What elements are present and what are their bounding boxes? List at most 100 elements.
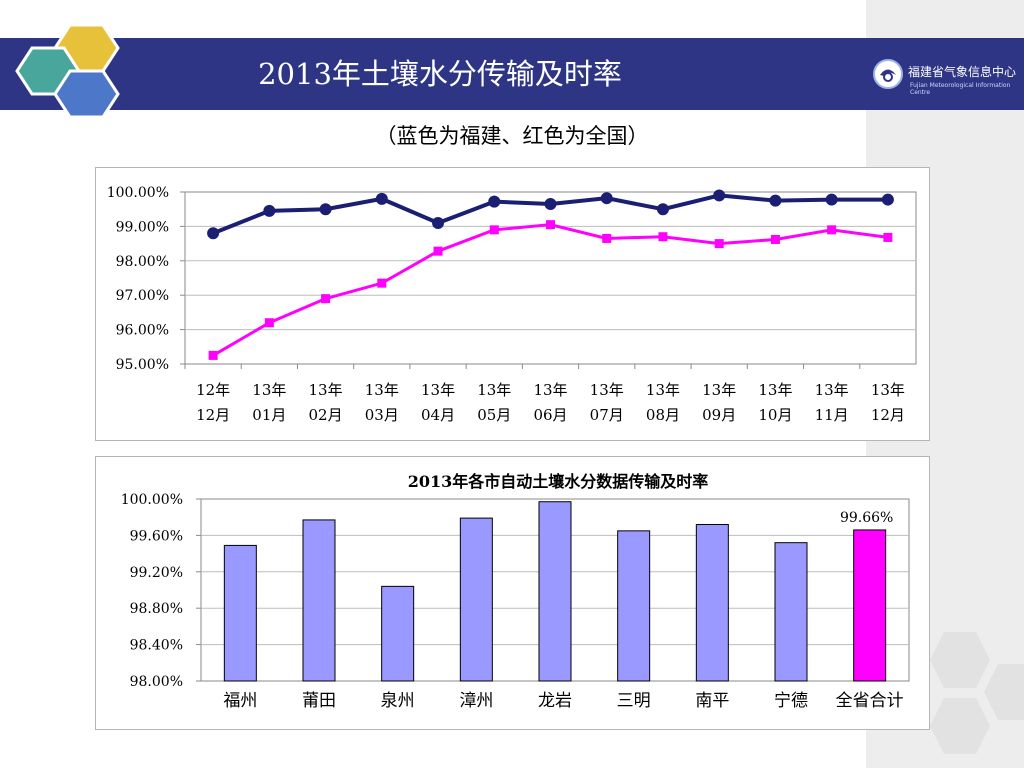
- line-x-tick-label-year: 13年: [702, 381, 736, 399]
- line-point-series-2: [321, 294, 331, 304]
- line-y-tick-label: 98.00%: [116, 254, 169, 270]
- line-x-tick-label-year: 13年: [871, 381, 905, 399]
- logo-emblem-icon: [873, 59, 903, 89]
- line-x-tick-label-month: 08月: [646, 406, 680, 424]
- line-point-series-2: [208, 350, 218, 360]
- line-x-tick-label-month: 12月: [196, 406, 230, 424]
- line-point-series-1: [600, 192, 613, 205]
- line-point-series-2: [489, 225, 499, 235]
- line-x-tick-label: 13年 03月: [365, 381, 399, 424]
- line-x-tick-label-month: 04月: [421, 406, 455, 424]
- line-x-tick-label: 13年 01月: [252, 381, 286, 424]
- line-x-tick-label: 13年 08月: [646, 381, 680, 424]
- line-point-series-1: [656, 203, 669, 216]
- bar-category-label: 泉州: [381, 691, 415, 711]
- line-point-series-1: [713, 189, 726, 202]
- line-x-tick-label: 13年 10月: [758, 381, 792, 424]
- line-y-tick-label: 97.00%: [116, 288, 169, 304]
- bar-y-tick-label: 99.60%: [130, 528, 183, 544]
- line-x-tick-label-year: 13年: [646, 381, 680, 399]
- line-y-tick-label: 99.00%: [116, 219, 169, 235]
- bar-chart-title: 2013年各市自动土壤水分数据传输及时率: [408, 472, 709, 491]
- bar-chart: 2013年各市自动土壤水分数据传输及时率 100.00% 99.60% 99.20% 9…: [121, 472, 910, 711]
- line-x-tick-label: 13年 09月: [702, 381, 736, 424]
- line-x-tick-label: 13年 07月: [590, 381, 624, 424]
- line-x-tick-label-month: 07月: [590, 406, 624, 424]
- line-x-tick-label-year: 13年: [421, 381, 455, 399]
- bar: [853, 529, 887, 682]
- line-chart: 100.00% 99.00% 98.00% 97.00% 96.00% 95.00% 12年…: [107, 185, 917, 424]
- line-point-series-2: [433, 246, 443, 256]
- line-chart-panel: 100.00% 99.00% 98.00% 97.00% 96.00% 95.00% 12年…: [95, 167, 930, 441]
- bar-chart-panel: 2013年各市自动土壤水分数据传输及时率 100.00% 99.60% 99.20% 9…: [95, 456, 930, 730]
- line-x-tick-label-month: 11月: [815, 406, 849, 424]
- bar-y-tick-label: 100.00%: [121, 492, 183, 508]
- line-point-series-2: [546, 220, 555, 230]
- line-point-series-2: [658, 232, 668, 242]
- line-x-tick-label: 13年 04月: [421, 381, 455, 424]
- bar: [617, 530, 651, 682]
- line-point-series-1: [544, 198, 557, 211]
- line-point-series-2: [602, 233, 612, 243]
- line-point-series-2: [264, 318, 274, 328]
- bar: [381, 585, 415, 682]
- line-x-tick-label-month: 12月: [871, 406, 905, 424]
- bar: [774, 542, 808, 682]
- line-x-tick-label: 12年 12月: [196, 381, 230, 424]
- hexagon-grey-top: [930, 632, 990, 688]
- line-x-tick-label-month: 09月: [702, 406, 736, 424]
- line-point-series-2: [770, 234, 780, 244]
- line-x-tick-label-month: 01月: [252, 406, 286, 424]
- line-x-tick-label: 13年 12月: [871, 381, 905, 424]
- bar-y-tick-label: 98.40%: [130, 638, 183, 654]
- line-x-tick-label-month: 02月: [309, 406, 343, 424]
- subtitle: （蓝色为福建、红色为全国）: [375, 124, 649, 148]
- bar-y-tick-label: 98.00%: [130, 674, 183, 690]
- line-point-series-2: [883, 232, 893, 242]
- line-x-tick-label: 13年 02月: [309, 381, 343, 424]
- line-point-series-2: [827, 225, 837, 235]
- line-x-tick-label-year: 12年: [196, 381, 230, 399]
- bar-category-label: 漳州: [459, 691, 493, 711]
- bar-y-tick-label: 98.80%: [130, 601, 183, 617]
- line-x-tick-label-year: 13年: [309, 381, 343, 399]
- hexagon-grey-bottom: [930, 698, 990, 754]
- bar: [459, 517, 493, 682]
- line-x-tick-label-month: 03月: [365, 406, 399, 424]
- line-plot-area: [184, 191, 917, 365]
- bar-category-label: 宁德: [774, 691, 808, 711]
- line-point-series-1: [488, 195, 501, 208]
- line-x-tick-label-year: 13年: [477, 381, 511, 399]
- bar-y-tick-label: 99.20%: [130, 565, 183, 581]
- hexagon-blue: [53, 69, 120, 119]
- line-x-tick-label-year: 13年: [590, 381, 624, 399]
- page-title: 2013年土壤水分传输及时率: [258, 57, 622, 91]
- bar-category-label: 三明: [617, 691, 651, 711]
- line-y-tick-label: 96.00%: [116, 323, 169, 339]
- title-bar: [0, 38, 866, 110]
- hexagon-grey-right: [984, 664, 1024, 720]
- bar-category-label: 龙岩: [538, 691, 572, 711]
- line-x-tick-label-month: 06月: [533, 406, 567, 424]
- line-x-tick-label: 13年 05月: [477, 381, 511, 424]
- line-x-tick-label-year: 13年: [758, 381, 792, 399]
- line-y-tick-label: 95.00%: [116, 357, 169, 373]
- bar-data-label: 99.66%: [840, 510, 893, 526]
- line-x-tick-label: 13年 11月: [815, 381, 849, 424]
- logo-box: [866, 38, 1024, 110]
- bar: [538, 501, 572, 682]
- line-point-series-1: [825, 193, 838, 206]
- line-x-tick-label-year: 13年: [252, 381, 286, 399]
- line-point-series-1: [263, 204, 276, 217]
- line-x-tick-label-month: 10月: [758, 406, 792, 424]
- line-x-tick-label-year: 13年: [365, 381, 399, 399]
- line-x-tick-label-year: 13年: [815, 381, 849, 399]
- line-x-tick-label-year: 13年: [533, 381, 567, 399]
- bar-data-label-bg: [834, 505, 905, 527]
- line-point-series-1: [207, 227, 220, 240]
- line-point-series-1: [881, 193, 894, 206]
- logo-text-cn: 福建省气象信息中心: [908, 65, 1017, 79]
- bar: [302, 519, 336, 682]
- line-point-series-1: [769, 194, 782, 207]
- hexagon-grey-decoration: [930, 632, 1024, 754]
